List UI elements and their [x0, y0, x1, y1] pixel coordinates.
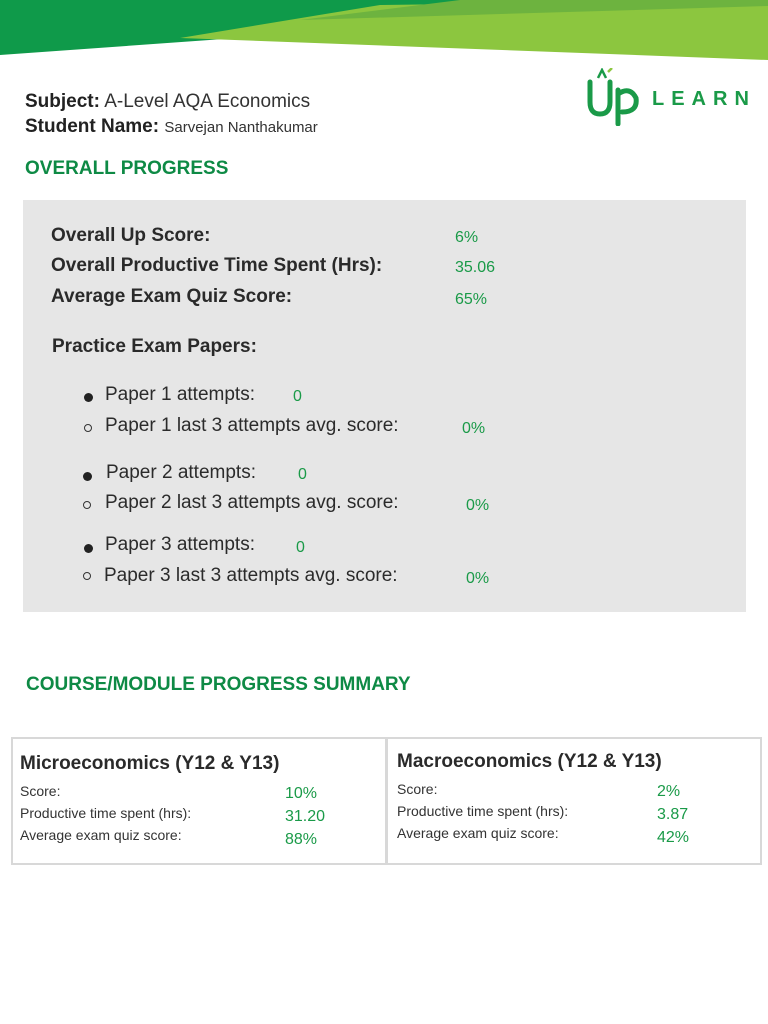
- module-summary-title: COURSE/MODULE PROGRESS SUMMARY: [26, 674, 411, 695]
- student-name: Sarvejan Nanthakumar: [164, 119, 318, 136]
- module-score-label: Score:: [20, 783, 61, 799]
- up-score-label: Overall Up Score:: [51, 225, 211, 246]
- paper-3-avg-value: 0%: [466, 570, 490, 587]
- quiz-score-label: Average Exam Quiz Score:: [51, 286, 293, 307]
- paper-2-avg-label: Paper 2 last 3 attempts avg. score:: [105, 492, 399, 513]
- paper-2-avg-value: 0%: [466, 497, 490, 514]
- quiz-score-value: 65%: [455, 291, 488, 308]
- module-card-micro: Microeconomics (Y12 & Y13) Score: 10% Pr…: [11, 737, 387, 865]
- module-card-macro: Macroeconomics (Y12 & Y13) Score: 2% Pro…: [386, 737, 762, 865]
- paper-1-attempts-label: Paper 1 attempts:: [105, 384, 255, 405]
- paper-1-avg-label: Paper 1 last 3 attempts avg. score:: [105, 415, 399, 436]
- practice-papers-title: Practice Exam Papers:: [52, 336, 257, 357]
- bullet-filled-icon: [83, 472, 92, 481]
- student-label: Student Name:: [25, 116, 160, 137]
- paper-1-attempts-value: 0: [293, 388, 302, 405]
- paper-2-attempts-value: 0: [298, 466, 307, 483]
- productive-time-label: Overall Productive Time Spent (Hrs):: [51, 255, 383, 276]
- bullet-open-icon: [83, 501, 91, 509]
- up-learn-logo: LEARN: [586, 68, 758, 126]
- paper-3-attempts-label: Paper 3 attempts:: [105, 534, 255, 555]
- module-quiz-label: Average exam quiz score:: [20, 827, 182, 843]
- paper-3-avg-label: Paper 3 last 3 attempts avg. score:: [104, 565, 398, 586]
- module-score-value: 2%: [657, 783, 681, 800]
- overall-progress-title: OVERALL PROGRESS: [25, 158, 229, 179]
- module-score-label: Score:: [397, 781, 438, 797]
- header-banner: [0, 0, 768, 60]
- student-line: Student Name: Sarvejan Nanthakumar: [25, 116, 318, 138]
- bullet-filled-icon: [84, 393, 93, 402]
- module-time-label: Productive time spent (hrs):: [397, 803, 569, 819]
- module-name: Microeconomics (Y12 & Y13): [20, 753, 280, 774]
- subject-line: Subject: A-Level AQA Economics: [25, 91, 310, 113]
- productive-time-value: 35.06: [455, 259, 496, 276]
- paper-2-attempts-label: Paper 2 attempts:: [106, 462, 256, 483]
- paper-3-attempts-value: 0: [296, 539, 305, 556]
- module-quiz-value: 88%: [285, 831, 318, 848]
- bullet-filled-icon: [84, 544, 93, 553]
- module-score-value: 10%: [285, 785, 318, 802]
- logo-text: LEARN: [652, 88, 756, 110]
- module-name: Macroeconomics (Y12 & Y13): [397, 751, 662, 772]
- module-quiz-value: 42%: [657, 829, 690, 846]
- subject-value: A-Level AQA Economics: [104, 91, 311, 112]
- module-quiz-label: Average exam quiz score:: [397, 825, 559, 841]
- subject-label: Subject:: [25, 91, 100, 112]
- bullet-open-icon: [83, 572, 91, 580]
- module-time-value: 31.20: [285, 808, 326, 825]
- up-score-value: 6%: [455, 229, 479, 246]
- module-time-value: 3.87: [657, 806, 689, 823]
- overall-progress-panel: [23, 200, 746, 612]
- up-logo-mark-icon: [587, 68, 639, 126]
- module-time-label: Productive time spent (hrs):: [20, 805, 192, 821]
- bullet-open-icon: [84, 424, 92, 432]
- paper-1-avg-value: 0%: [462, 420, 486, 437]
